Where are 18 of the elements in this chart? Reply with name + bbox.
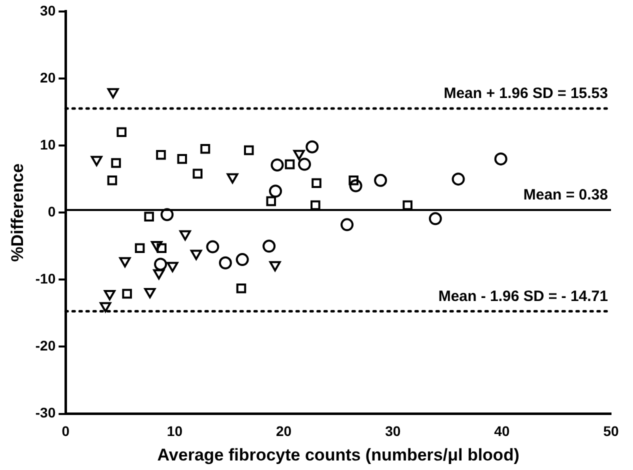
y-tick-label: -20 — [35, 338, 56, 354]
x-tick-label: 0 — [62, 423, 70, 440]
x-tick-label: 20 — [276, 423, 292, 440]
y-tick-label: 10 — [40, 136, 56, 152]
y-tick-label: 20 — [40, 69, 56, 86]
x-axis-title: Average fibrocyte counts (numbers/μl blood) — [157, 445, 520, 464]
ref-line-label: Mean + 1.96 SD = 15.53 — [444, 85, 608, 102]
ref-line-label: Mean = 0.38 — [523, 186, 608, 204]
x-tick-label: 40 — [494, 423, 510, 440]
ref-line-label: Mean - 1.96 SD = - 14.71 — [438, 288, 608, 305]
x-tick-label: 50 — [603, 423, 619, 440]
y-tick-label: 0 — [48, 203, 56, 220]
y-tick-label: 30 — [40, 2, 56, 18]
x-tick-label: 30 — [385, 423, 401, 440]
x-tick-label: 10 — [166, 423, 183, 440]
y-tick-label: -10 — [35, 270, 56, 287]
y-axis-title: %Difference — [8, 163, 27, 262]
y-tick-label: -30 — [35, 404, 56, 421]
